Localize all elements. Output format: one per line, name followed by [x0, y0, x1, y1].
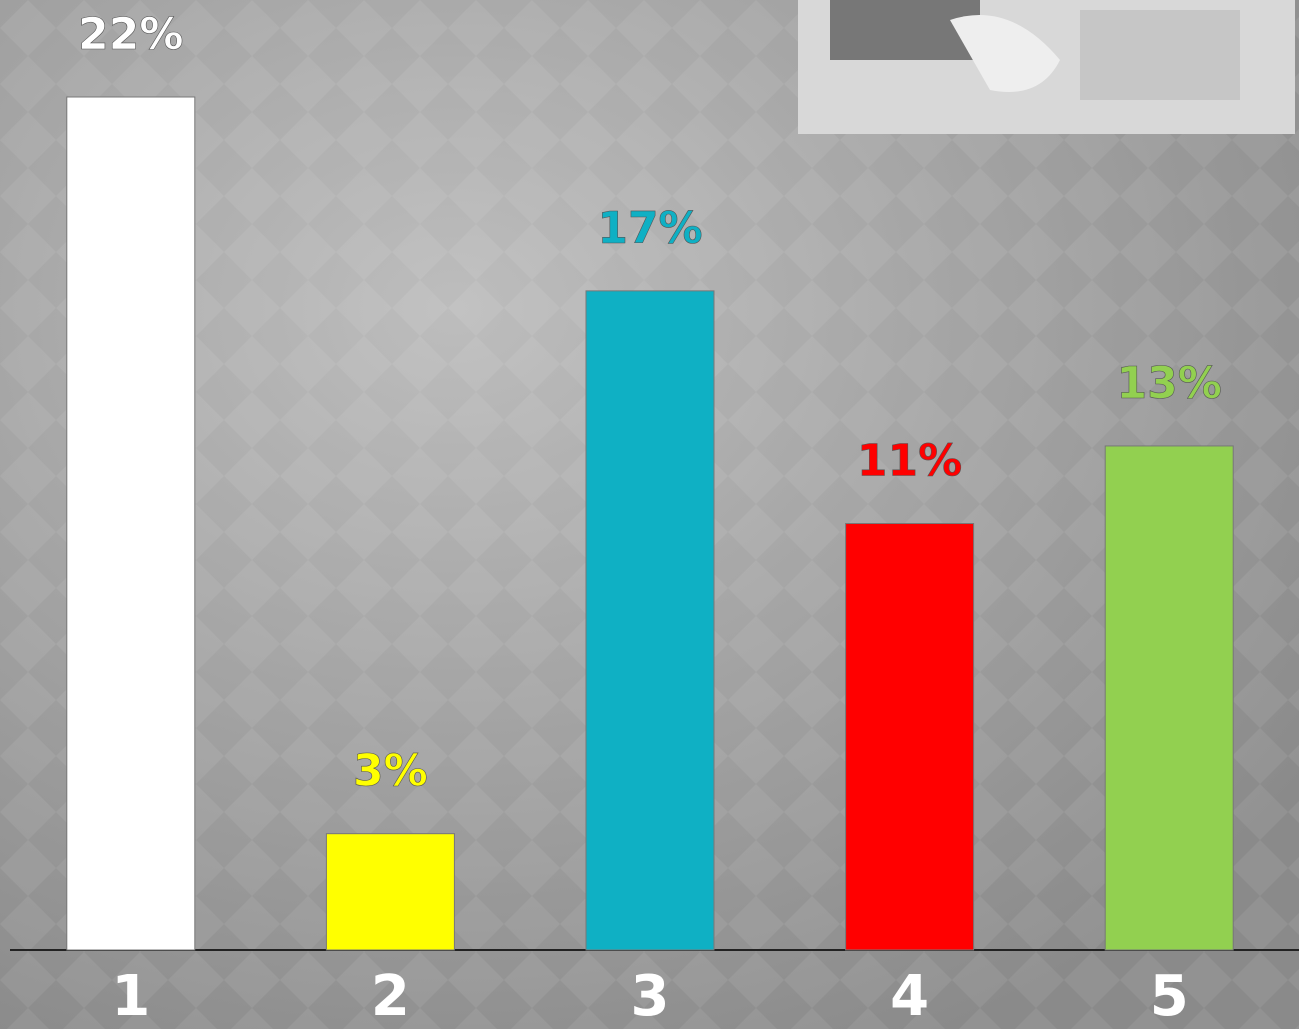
- bar: [325, 833, 455, 951]
- bar: [585, 290, 715, 951]
- bar: [66, 96, 196, 951]
- photo: [798, 0, 1295, 134]
- x-tick-label: 5: [1150, 964, 1189, 1029]
- x-tick-label: 1: [111, 964, 150, 1029]
- x-tick-label: 3: [631, 964, 670, 1029]
- value-label: 22%: [78, 9, 183, 60]
- x-tick-label: 2: [371, 964, 410, 1029]
- bar: [845, 523, 975, 951]
- value-label: 11%: [857, 436, 962, 487]
- value-label: 13%: [1117, 358, 1222, 409]
- x-tick-label: 4: [890, 964, 929, 1029]
- bar: [1104, 445, 1234, 951]
- value-label: 17%: [597, 203, 702, 254]
- value-label: 3%: [353, 746, 428, 797]
